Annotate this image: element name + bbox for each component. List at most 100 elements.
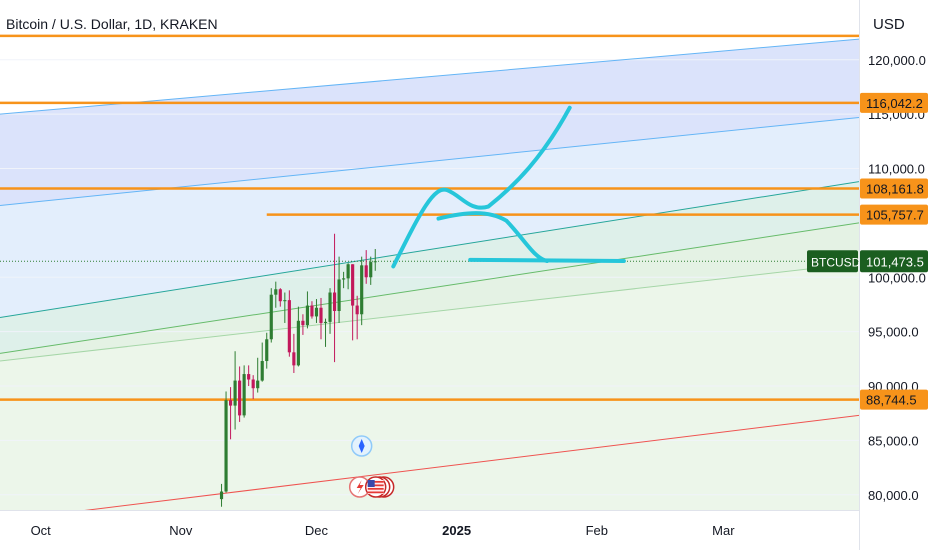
candle-body xyxy=(314,307,319,317)
level-price-label[interactable]: 108,161.8 xyxy=(860,178,928,199)
price-tick-label: 100,000.0 xyxy=(868,270,926,285)
candle[interactable] xyxy=(319,297,323,340)
candle-body xyxy=(310,305,314,317)
candle[interactable] xyxy=(328,288,332,334)
candle[interactable] xyxy=(274,281,278,308)
projection-drawing-up[interactable] xyxy=(391,105,572,269)
candle-body xyxy=(233,380,237,406)
currency-label[interactable]: USD xyxy=(873,16,905,33)
candle[interactable] xyxy=(360,256,364,326)
candle-body xyxy=(296,320,300,366)
candle-body xyxy=(305,305,310,326)
candle[interactable] xyxy=(228,387,233,440)
candle-body xyxy=(238,380,242,416)
candle[interactable] xyxy=(265,332,269,369)
candle[interactable] xyxy=(224,391,228,493)
projection-drawing-base[interactable] xyxy=(468,257,626,263)
us-flag-icon[interactable] xyxy=(364,476,395,498)
candle-body xyxy=(224,400,228,492)
candle[interactable] xyxy=(355,295,359,340)
projection-drawing-down[interactable] xyxy=(436,211,549,263)
candle[interactable] xyxy=(305,291,310,329)
candle-body xyxy=(251,379,255,389)
compass-event-icon[interactable] xyxy=(350,435,373,457)
candle-body xyxy=(269,294,273,340)
channel-line[interactable] xyxy=(0,222,859,354)
price-tick-label: 110,000.0 xyxy=(868,162,925,177)
price-tick-label: 95,000.0 xyxy=(868,325,919,340)
channel-fill-band xyxy=(0,263,859,510)
candle[interactable] xyxy=(292,333,296,373)
candle[interactable] xyxy=(238,366,242,422)
candle-body xyxy=(346,264,350,279)
svg-text:105,757.7: 105,757.7 xyxy=(866,208,924,223)
candle-body xyxy=(332,292,337,312)
candle[interactable] xyxy=(260,342,264,382)
plot-area[interactable] xyxy=(0,34,859,521)
last-price-label[interactable]: 101,473.5 xyxy=(860,250,928,273)
time-tick-label: 2025 xyxy=(442,523,471,538)
price-axis[interactable]: 120,000.0115,000.0110,000.0100,000.095,0… xyxy=(860,53,928,503)
candle-body xyxy=(355,305,359,315)
candle-body xyxy=(351,264,355,306)
channel-line[interactable] xyxy=(0,414,859,520)
candle[interactable] xyxy=(287,290,291,357)
time-tick-label: Oct xyxy=(31,523,52,538)
candle-body xyxy=(337,279,341,312)
candle[interactable] xyxy=(301,314,305,335)
candle[interactable] xyxy=(242,365,246,418)
candle[interactable] xyxy=(219,483,224,507)
symbol-tag[interactable]: BTCUSD xyxy=(807,250,861,273)
channel-line[interactable] xyxy=(0,181,859,319)
level-price-label[interactable]: 116,042.2 xyxy=(860,92,928,113)
svg-text:116,042.2: 116,042.2 xyxy=(866,96,923,111)
channel-fill-band xyxy=(0,222,859,362)
channel-line[interactable] xyxy=(0,116,859,207)
candle-body xyxy=(373,261,377,263)
channel-fill-band xyxy=(0,181,859,354)
candle-body xyxy=(342,278,346,280)
candle[interactable] xyxy=(364,250,368,284)
candle-body xyxy=(274,289,278,295)
candle[interactable] xyxy=(369,256,373,285)
candle[interactable] xyxy=(251,375,255,400)
candle[interactable] xyxy=(323,318,328,347)
candle-body xyxy=(319,307,323,323)
level-price-label[interactable]: 88,744.5 xyxy=(860,389,928,410)
candle-body xyxy=(219,491,224,500)
candle-body xyxy=(256,380,260,389)
candle[interactable] xyxy=(233,351,237,430)
candle[interactable] xyxy=(283,292,287,323)
candle[interactable] xyxy=(346,263,350,290)
svg-text:88,744.5: 88,744.5 xyxy=(866,393,917,408)
svg-text:108,161.8: 108,161.8 xyxy=(866,182,924,197)
candle[interactable] xyxy=(278,288,282,307)
candle-body xyxy=(260,361,264,381)
time-tick-label: Mar xyxy=(712,523,735,538)
candle[interactable] xyxy=(337,256,341,323)
candle[interactable] xyxy=(314,299,319,323)
candle[interactable] xyxy=(256,357,260,393)
price-tick-label: 120,000.0 xyxy=(868,53,926,68)
candle-body xyxy=(283,300,287,302)
channel-line[interactable] xyxy=(0,262,859,362)
chart-title: Bitcoin / U.S. Dollar, 1D, KRAKEN xyxy=(6,16,218,32)
level-price-label[interactable]: 105,757.7 xyxy=(860,204,928,225)
candle[interactable] xyxy=(342,271,346,289)
candle[interactable] xyxy=(351,264,355,341)
svg-text:101,473.5: 101,473.5 xyxy=(866,254,924,269)
price-tick-label: 85,000.0 xyxy=(868,433,919,448)
time-axis[interactable]: Oct Nov Dec 2025 Feb Mar xyxy=(31,523,736,538)
candle[interactable] xyxy=(332,233,337,363)
candle[interactable] xyxy=(296,306,300,367)
time-tick-label: Dec xyxy=(305,523,329,538)
time-axis-separator xyxy=(0,510,859,511)
candle[interactable] xyxy=(310,301,314,319)
candle[interactable] xyxy=(247,365,251,387)
candle[interactable] xyxy=(373,249,377,271)
candle-body xyxy=(278,289,282,302)
candle-body xyxy=(247,374,251,380)
svg-text:BTCUSD: BTCUSD xyxy=(811,255,861,269)
candle[interactable] xyxy=(269,288,273,343)
